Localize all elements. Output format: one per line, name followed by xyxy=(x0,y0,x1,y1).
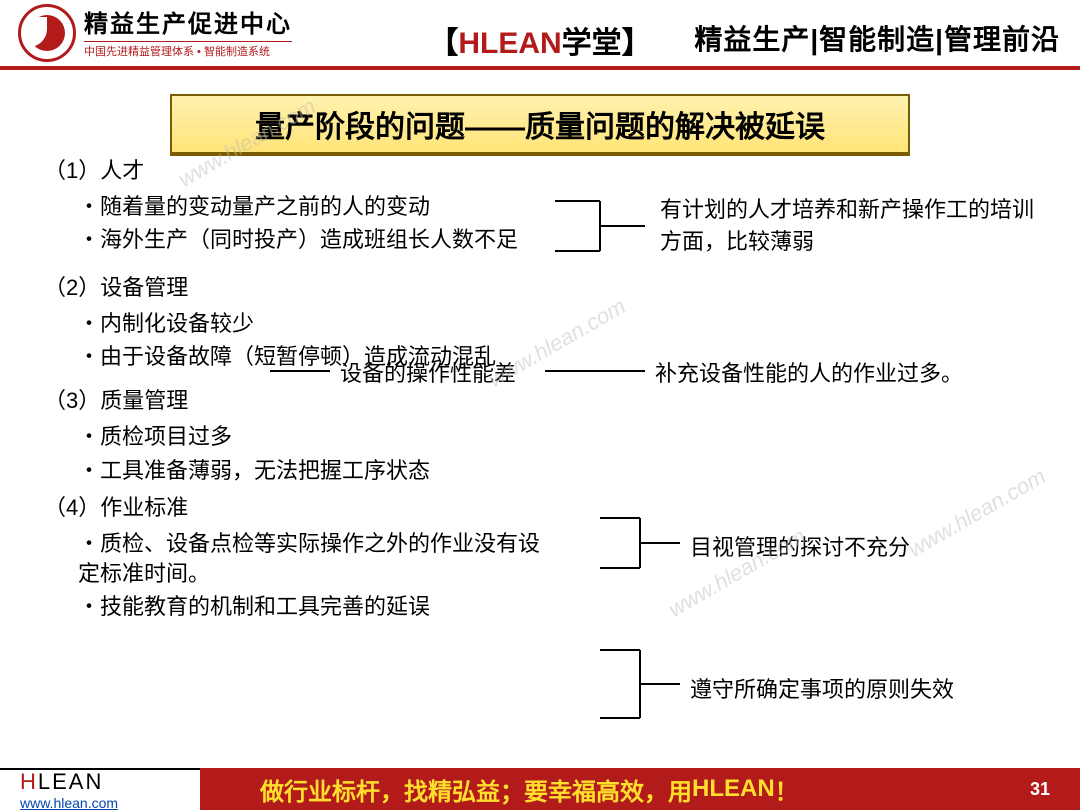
footer-slogan: 做行业标杆，找精弘益；要幸福高效，用HLEAN！ 31 xyxy=(200,768,1080,810)
bullet: 随着量的变动量产之前的人的变动 xyxy=(78,192,1040,222)
slide-title: 量产阶段的问题——质量问题的解决被延误 xyxy=(170,94,910,154)
logo-icon xyxy=(18,4,76,62)
footer: HLEAN www.hlean.com 做行业标杆，找精弘益；要幸福高效，用HL… xyxy=(0,768,1080,810)
bullet: 内制化设备较少 xyxy=(78,309,1040,339)
bullet: 工具准备薄弱，无法把握工序状态 xyxy=(78,456,1040,486)
section-head-3: （3）质量管理 xyxy=(44,386,1040,416)
header: 精益生产促进中心 中国先进精益管理体系 • 智能制造系统 【HLEAN学堂】 精… xyxy=(0,0,1080,70)
section-head-4: （4）作业标准 xyxy=(44,493,1040,523)
footer-brand: HLEAN xyxy=(20,769,200,795)
footer-url: www.hlean.com xyxy=(20,795,200,811)
logo-title: 精益生产促进中心 xyxy=(84,4,292,39)
header-center: 【HLEAN学堂】 xyxy=(428,18,651,62)
section-head-2: （2）设备管理 xyxy=(44,273,1040,303)
logo-block: 精益生产促进中心 中国先进精益管理体系 • 智能制造系统 xyxy=(18,4,292,62)
bullet: 技能教育的机制和工具完善的延误 xyxy=(78,592,1040,622)
page-number: 31 xyxy=(1030,779,1050,800)
section-head-1: （1）人才 xyxy=(44,156,1040,186)
bullet: 质检、设备点检等实际操作之外的作业没有设定标准时间。 xyxy=(78,529,548,588)
logo-subtitle: 中国先进精益管理体系 • 智能制造系统 xyxy=(84,41,292,59)
content: （1）人才 随着量的变动量产之前的人的变动 海外生产（同时投产）造成班组长人数不… xyxy=(0,150,1080,754)
header-right: 精益生产|智能制造|管理前沿 xyxy=(694,18,1060,58)
bullet: 海外生产（同时投产）造成班组长人数不足 xyxy=(78,225,1040,255)
bullet: 由于设备故障（短暂停顿）造成流动混乱 xyxy=(78,342,1040,372)
bullet: 质检项目过多 xyxy=(78,422,1040,452)
footer-left: HLEAN www.hlean.com xyxy=(0,768,200,810)
